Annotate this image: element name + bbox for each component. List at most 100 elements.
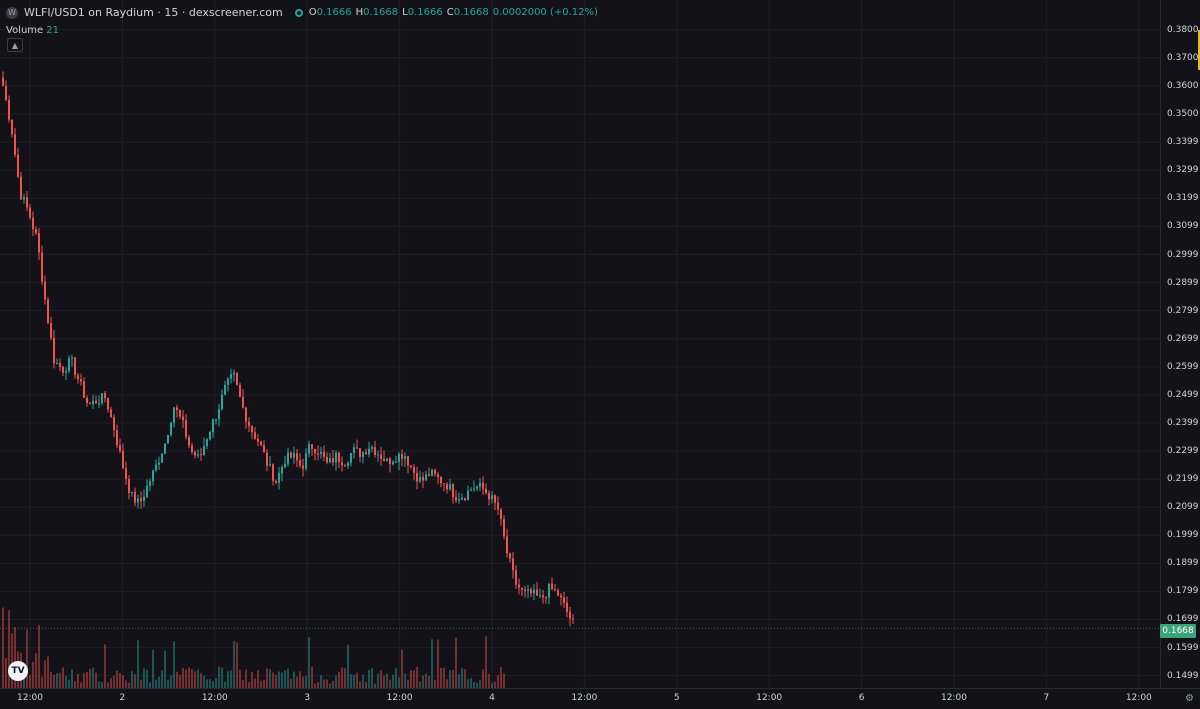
volume-bar	[395, 668, 397, 688]
volume-bar	[242, 680, 244, 688]
candle-body	[254, 432, 256, 439]
volume-bar	[290, 678, 292, 688]
volume-bar	[350, 674, 352, 688]
volume-bar	[311, 666, 313, 688]
time-tick-label: 12:00	[201, 693, 228, 703]
tradingview-logo[interactable]: TV	[8, 661, 28, 681]
volume-bar	[50, 671, 52, 688]
volume-bar	[332, 680, 334, 688]
candle-body	[434, 469, 436, 475]
candle-body	[515, 570, 517, 585]
volume-bar	[455, 637, 457, 688]
volume-bar	[404, 673, 406, 688]
candle-body	[266, 452, 268, 466]
volume-bar	[44, 660, 46, 688]
volume-bar	[23, 676, 25, 688]
candle-body	[536, 589, 538, 596]
candle-body	[5, 85, 7, 100]
chart-area[interactable]: W WLFI/USD1 on Raydium · 15 · dexscreene…	[0, 0, 1160, 688]
candle-body	[392, 461, 394, 465]
candle-body	[362, 452, 364, 458]
volume-bar	[272, 672, 274, 688]
candle-body	[467, 490, 469, 500]
candle-body	[32, 217, 34, 229]
volume-value: 21	[46, 25, 59, 36]
volume-bar	[428, 675, 430, 688]
candle-body	[251, 426, 253, 433]
time-axis[interactable]: ⚙ 12:00 2 12:00 3 12:00 4 12:00 5 12:00 6 12:00 7 12…	[0, 688, 1200, 709]
candle-body	[104, 393, 106, 399]
candle-body	[557, 590, 559, 596]
volume-bar	[386, 673, 388, 688]
candle-body	[236, 372, 238, 385]
volume-bar	[398, 677, 400, 688]
volume-bar	[299, 671, 301, 688]
candle-body	[329, 458, 331, 463]
candle-body	[485, 488, 487, 493]
candle-body	[323, 451, 325, 457]
volume-bar	[155, 679, 157, 688]
candle-body	[506, 536, 508, 554]
price-tick-label: 0.3500	[1167, 108, 1199, 119]
time-tick-label: 2	[119, 693, 126, 703]
price-tick-label: 0.2299	[1167, 446, 1199, 457]
candle-body	[518, 584, 520, 588]
volume-bar	[278, 671, 280, 688]
candle-body	[248, 421, 250, 427]
volume-bar	[2, 607, 4, 688]
price-tick-label: 0.3399	[1167, 137, 1199, 148]
volume-bar	[353, 674, 355, 688]
volume-bar	[62, 667, 64, 688]
volume-bar	[179, 674, 181, 688]
candle-body	[101, 393, 103, 404]
chart-title[interactable]: WLFI/USD1 on Raydium · 15 · dexscreener.…	[24, 6, 283, 19]
volume-bar	[281, 672, 283, 688]
candle-body	[422, 477, 424, 481]
volume-bar	[233, 640, 235, 688]
volume-bar	[401, 649, 403, 688]
candle-body	[179, 410, 181, 417]
price-tick-label: 0.3099	[1167, 221, 1199, 232]
volume-bar	[116, 670, 118, 688]
volume-bar	[308, 637, 310, 688]
candle-body	[224, 384, 226, 395]
candle-body	[23, 197, 25, 200]
volume-bar	[68, 679, 70, 688]
volume-bar	[449, 670, 451, 688]
candle-body	[56, 362, 58, 364]
price-tick-label: 0.2399	[1167, 417, 1199, 428]
volume-bar	[104, 644, 106, 688]
volume-bar	[122, 675, 124, 688]
volume-bar	[470, 677, 472, 688]
volume-bar	[53, 674, 55, 688]
collapse-legend-button[interactable]: ▲	[7, 38, 23, 52]
volume-bar	[467, 679, 469, 688]
candle-body	[107, 398, 109, 410]
gear-icon[interactable]: ⚙	[1185, 693, 1194, 704]
candle-body	[347, 462, 349, 467]
candle-body	[395, 461, 397, 463]
candle-body	[206, 439, 208, 447]
candle-body	[98, 403, 100, 405]
candle-body	[317, 453, 319, 455]
volume-bar	[239, 669, 241, 688]
low-value: 0.1666	[407, 7, 443, 18]
volume-bar	[494, 681, 496, 688]
candle-body	[140, 498, 142, 502]
price-axis[interactable]: 0.3800 0.3700 0.3600 0.3500 0.3399 0.3299 0.31…	[1160, 0, 1200, 688]
volume-bar	[86, 671, 88, 688]
candle-body	[476, 486, 478, 489]
candle-body	[164, 443, 166, 454]
chart-legend: W WLFI/USD1 on Raydium · 15 · dexscreene…	[6, 6, 598, 19]
candle-body	[455, 497, 457, 501]
candle-body	[95, 400, 97, 404]
volume-bar	[170, 675, 172, 688]
candle-body	[194, 451, 196, 456]
candle-body	[521, 587, 523, 590]
volume-bar	[14, 627, 16, 688]
candle-body	[530, 589, 532, 594]
close-label: C	[446, 7, 454, 18]
candle-body	[356, 447, 358, 449]
volume-bar	[335, 675, 337, 688]
candlestick-chart[interactable]	[0, 0, 1160, 688]
